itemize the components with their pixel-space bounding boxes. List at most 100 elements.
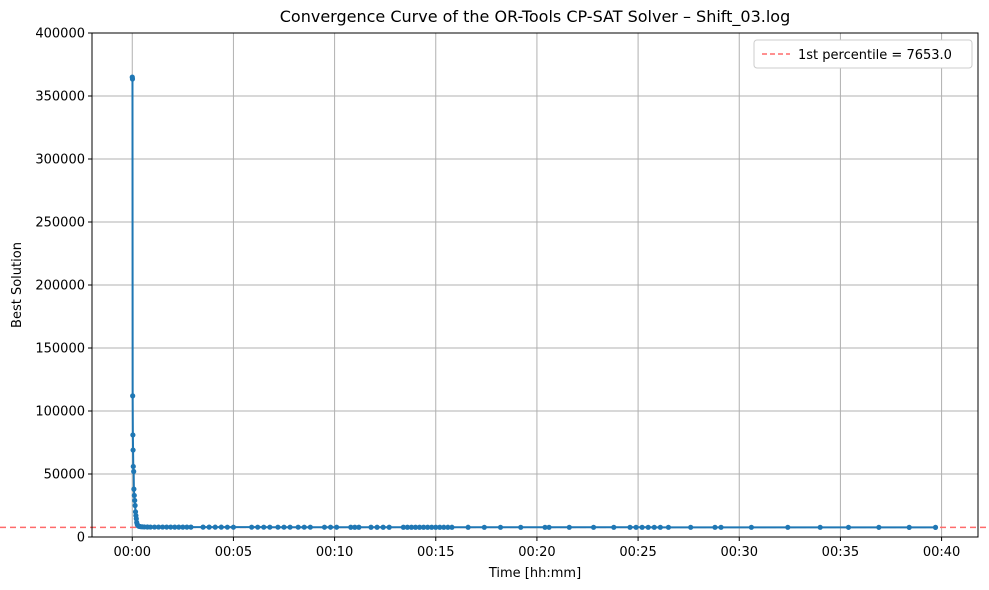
series-point xyxy=(449,524,455,530)
series-point xyxy=(132,502,138,509)
series-point xyxy=(441,524,447,530)
series-point xyxy=(129,76,136,82)
series-point xyxy=(307,524,313,530)
x-tick-label: 00:35 xyxy=(822,545,859,560)
series-point xyxy=(218,524,224,530)
x-tick-label: 00:10 xyxy=(316,545,353,560)
series-point xyxy=(348,524,354,530)
series-point xyxy=(429,524,435,530)
y-tick-label: 200000 xyxy=(35,279,85,294)
series-point xyxy=(188,524,194,530)
series-point xyxy=(611,524,617,530)
series-point xyxy=(718,524,724,530)
series-point xyxy=(212,524,218,530)
series-point xyxy=(876,524,882,530)
series-point xyxy=(380,524,386,530)
series-point xyxy=(352,524,358,530)
y-tick-label: 50000 xyxy=(44,468,85,483)
series-point xyxy=(132,509,139,515)
series-point xyxy=(518,524,524,530)
y-tick-label: 300000 xyxy=(35,153,85,168)
series-point xyxy=(932,524,939,530)
y-tick-label: 0 xyxy=(77,531,85,546)
series-point xyxy=(155,524,162,530)
series-point xyxy=(433,524,439,530)
series-point xyxy=(249,524,255,530)
series-point xyxy=(546,524,552,530)
series-point xyxy=(301,524,307,530)
series-point xyxy=(639,524,645,530)
series-point xyxy=(168,524,174,530)
series-point xyxy=(748,524,754,530)
series-point xyxy=(542,524,548,530)
series-point xyxy=(465,524,471,530)
legend-box xyxy=(753,39,973,69)
series-point xyxy=(180,524,186,530)
series-point xyxy=(817,524,823,530)
series-point xyxy=(416,524,423,530)
series-point xyxy=(785,524,791,530)
y-tick-label: 350000 xyxy=(35,90,85,105)
series-point xyxy=(230,524,237,530)
x-tick-label: 00:25 xyxy=(619,545,656,560)
y-tick-label: 400000 xyxy=(35,27,85,42)
series-point xyxy=(151,524,158,530)
series-point xyxy=(261,524,267,530)
x-axis-label: Time [hh:mm] xyxy=(488,566,581,581)
series-point xyxy=(206,524,212,530)
series-point xyxy=(425,524,431,530)
series-point xyxy=(164,524,170,530)
x-tick-label: 00:30 xyxy=(721,545,758,560)
series-point xyxy=(566,524,572,530)
series-point xyxy=(224,524,230,530)
x-axis-ticks: 00:00 00:05 00:10 00:15 00:20 00:25 00:30 00:35… xyxy=(114,537,960,560)
series-point xyxy=(275,524,281,530)
series-point xyxy=(130,432,136,438)
series-layer xyxy=(129,74,939,530)
series-point xyxy=(481,524,487,530)
x-tick-label: 00:05 xyxy=(215,545,252,560)
legend-label-reference: 1st percentile = 7653.0 xyxy=(798,48,952,63)
series-point xyxy=(368,524,374,530)
series-point xyxy=(845,524,852,530)
y-axis-ticks: 0 50000 100000 150000 200000 250000 300000 3500… xyxy=(35,27,92,546)
series-point xyxy=(633,524,639,530)
series-point xyxy=(281,524,287,530)
series-point xyxy=(627,524,633,530)
x-tick-label: 00:40 xyxy=(923,545,960,560)
series-point xyxy=(130,447,136,453)
series-point xyxy=(412,524,419,530)
series-point xyxy=(160,524,166,530)
series-point xyxy=(131,492,137,499)
series-point xyxy=(295,524,301,530)
series-point xyxy=(200,524,206,530)
series-point xyxy=(712,524,718,530)
series-point xyxy=(131,468,137,475)
series-point xyxy=(688,524,694,530)
series-point xyxy=(334,524,340,530)
x-tick-label: 00:15 xyxy=(417,545,454,560)
y-tick-label: 150000 xyxy=(35,342,85,357)
series-point xyxy=(665,524,672,530)
series-point xyxy=(497,524,504,530)
series-point xyxy=(404,524,411,530)
y-axis-label: Best Solution xyxy=(10,242,25,328)
series-point xyxy=(645,524,651,530)
legend: 1st percentile = 7653.0 xyxy=(753,39,973,69)
series-point xyxy=(421,524,427,530)
series-point xyxy=(255,524,261,530)
series-point xyxy=(172,524,178,530)
series-point xyxy=(321,524,328,530)
series-point xyxy=(267,524,273,530)
x-tick-label: 00:00 xyxy=(114,545,151,560)
series-point xyxy=(131,486,137,492)
series-point xyxy=(356,524,362,530)
series-point xyxy=(445,524,451,530)
x-tick-label: 00:20 xyxy=(518,545,555,560)
series-point xyxy=(130,393,136,399)
series-point xyxy=(651,524,657,530)
series-point xyxy=(130,463,136,470)
series-point xyxy=(176,524,182,530)
